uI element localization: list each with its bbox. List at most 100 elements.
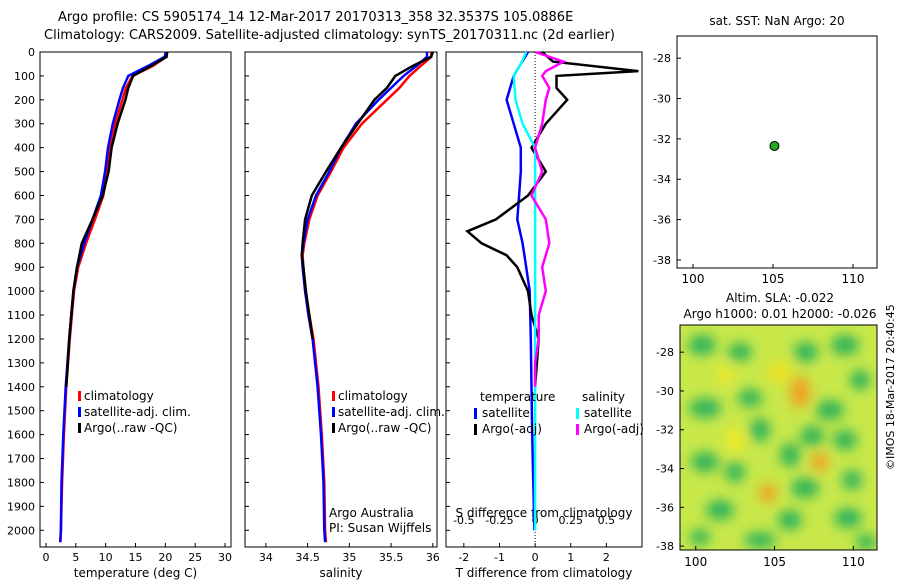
sla-anomaly-blob: [833, 430, 857, 450]
sla-anomaly-blob: [831, 335, 859, 355]
sla-anomaly-blob: [750, 418, 770, 442]
panel-footer-text: Argo Australia: [329, 506, 414, 520]
legend-swatch: [78, 423, 81, 433]
y-tick-label: 1400: [7, 381, 35, 394]
legend-swatch: [474, 408, 477, 419]
y-tick-label: 800: [14, 237, 35, 250]
x-tick-label: 110: [842, 555, 865, 569]
legend-label: Argo(..raw -QC): [338, 421, 431, 435]
x-tick-label: 105: [763, 555, 786, 569]
legend-swatch: [474, 424, 477, 435]
sla-anomaly-blob: [791, 478, 819, 498]
sla-anomaly-blob: [728, 343, 752, 361]
x-tick-label: 100: [682, 272, 705, 286]
x-tick-label: 0: [532, 551, 539, 564]
legend-label: Argo(-adj): [482, 422, 542, 436]
x-tick-label: 105: [762, 272, 785, 286]
y-tick-label: 1100: [7, 309, 35, 322]
y-tick-label: -28: [653, 52, 671, 65]
legend-swatch: [332, 423, 335, 433]
sla-heatmap: [680, 325, 877, 550]
series-line-argo-raw-qc-: [300, 51, 434, 340]
sla-anomaly-blob: [716, 367, 734, 383]
panel-frame-1: [39, 51, 232, 548]
x-tick-label: 30: [218, 551, 232, 564]
y-tick-label: 1200: [7, 333, 35, 346]
sla-anomaly-blob: [778, 510, 802, 530]
y-tick-label: -36: [656, 501, 674, 514]
sla-anomaly-blob: [790, 376, 810, 408]
y-tick-label: 700: [14, 213, 35, 226]
y-tick-label: -38: [653, 254, 671, 267]
x-tick-label: 20: [158, 551, 172, 564]
series-line-argo-raw-qc-: [65, 51, 169, 387]
top-x-tick-label: 0.25: [558, 514, 583, 527]
imos-timestamp: ©IMOS 18-Mar-2017 20:40:45: [884, 304, 897, 470]
legend-swatch: [332, 391, 335, 401]
y-tick-label: -32: [656, 424, 674, 437]
sla-title-line2: Argo h1000: 0.01 h2000: -0.026: [684, 307, 877, 321]
map-frame: [676, 35, 878, 269]
y-tick-label: -34: [653, 173, 671, 186]
legend-swatch: [576, 408, 579, 419]
y-tick-label: -34: [656, 463, 674, 476]
x-tick-label: 100: [684, 555, 707, 569]
x-tick-label: 36: [426, 551, 440, 564]
y-tick-label: 200: [14, 94, 35, 107]
legend-title-temperature: temperature: [480, 390, 555, 404]
x-tick-label: 5: [72, 551, 79, 564]
series-line-argo-adj-: [465, 51, 639, 387]
sla-anomaly-blob: [738, 389, 762, 407]
sla-anomaly-blob: [759, 484, 777, 502]
y-tick-label: -30: [656, 385, 674, 398]
sla-title-line1: Altim. SLA: -0.022: [726, 291, 834, 305]
sla-anomaly-blob: [689, 398, 721, 418]
y-tick-label: 900: [14, 261, 35, 274]
x-tick-label: 2: [603, 551, 610, 564]
legend-swatch: [332, 407, 335, 417]
x-tick-label: -2: [458, 551, 469, 564]
y-tick-label: 300: [14, 118, 35, 131]
legend-swatch: [576, 424, 579, 435]
sla-anomaly-blob: [706, 500, 734, 520]
y-tick-label: 500: [14, 166, 35, 179]
panel-frame-2: [244, 51, 438, 548]
y-tick-label: 600: [14, 189, 35, 202]
sla-anomaly-blob: [842, 470, 862, 490]
x-tick-label: 35: [342, 551, 356, 564]
sla-anomaly-blob: [691, 452, 719, 472]
argo-position-marker: [769, 140, 780, 151]
legend-swatch: [78, 391, 81, 401]
panel-footer-text: PI: Susan Wijffels: [329, 521, 431, 535]
top-x-tick-label: -0.25: [485, 514, 513, 527]
top-x-axis-label: S difference from climatology: [456, 506, 633, 520]
sla-anomaly-blob: [816, 400, 844, 420]
x-tick-label: 15: [129, 551, 143, 564]
y-tick-label: -38: [656, 540, 674, 553]
legend-label: climatology: [84, 389, 154, 403]
y-tick-label: 1300: [7, 357, 35, 370]
legend-label: Argo(..raw -QC): [84, 421, 177, 435]
map-title: sat. SST: NaN Argo: 20: [709, 14, 844, 28]
y-tick-label: 1000: [7, 285, 35, 298]
x-tick-label: 34.5: [295, 551, 320, 564]
y-tick-label: -36: [653, 214, 671, 227]
y-tick-label: 0: [28, 46, 35, 59]
x-axis-label: salinity: [319, 566, 362, 580]
y-tick-label: -30: [653, 93, 671, 106]
x-tick-label: 0: [42, 551, 49, 564]
top-x-tick-label: -0.5: [453, 514, 474, 527]
legend-label: climatology: [338, 389, 408, 403]
y-tick-label: 2000: [7, 524, 35, 537]
figure-title-line2: Climatology: CARS2009. Satellite-adjuste…: [44, 28, 615, 43]
x-tick-label: 25: [188, 551, 202, 564]
sla-anomaly-blob: [794, 342, 818, 362]
series-line-satellite-adj-clim-: [300, 52, 429, 543]
legend-title-salinity: salinity: [582, 390, 625, 404]
legend-label: satellite: [584, 406, 632, 420]
figure-title-line1: Argo profile: CS 5905174_14 12-Mar-2017 …: [58, 10, 574, 25]
sla-anomaly-blob: [768, 362, 792, 382]
sla-anomaly-blob: [780, 443, 800, 467]
y-tick-label: 1800: [7, 476, 35, 489]
